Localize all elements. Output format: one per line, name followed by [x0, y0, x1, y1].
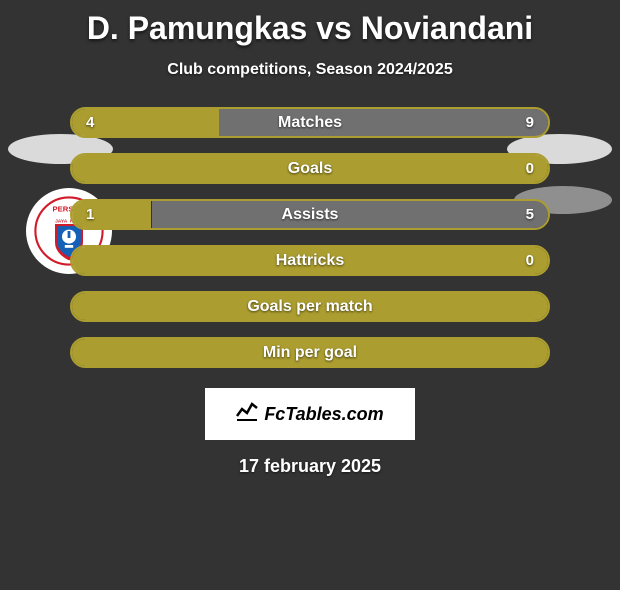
stat-bar: Goals per match: [70, 291, 550, 322]
chart-icon: [236, 401, 258, 427]
stats-container: 49Matches 0Goals 15Assists 0Hattricks Goals …: [70, 107, 550, 368]
stat-label: Goals: [72, 155, 548, 182]
stat-label: Goals per match: [72, 293, 548, 320]
stat-bar: 0Goals: [70, 153, 550, 184]
stat-bar: 15Assists: [70, 199, 550, 230]
stat-bar: 0Hattricks: [70, 245, 550, 276]
stat-bar: Min per goal: [70, 337, 550, 368]
brand-watermark: FcTables.com: [205, 388, 415, 440]
subtitle: Club competitions, Season 2024/2025: [0, 61, 620, 79]
stat-label: Matches: [72, 109, 548, 136]
brand-text: FcTables.com: [264, 404, 383, 425]
stat-bar: 49Matches: [70, 107, 550, 138]
page-title: D. Pamungkas vs Noviandani: [0, 10, 620, 47]
stat-label: Hattricks: [72, 247, 548, 274]
stat-label: Assists: [72, 201, 548, 228]
date-text: 17 february 2025: [0, 456, 620, 477]
stat-label: Min per goal: [72, 339, 548, 366]
